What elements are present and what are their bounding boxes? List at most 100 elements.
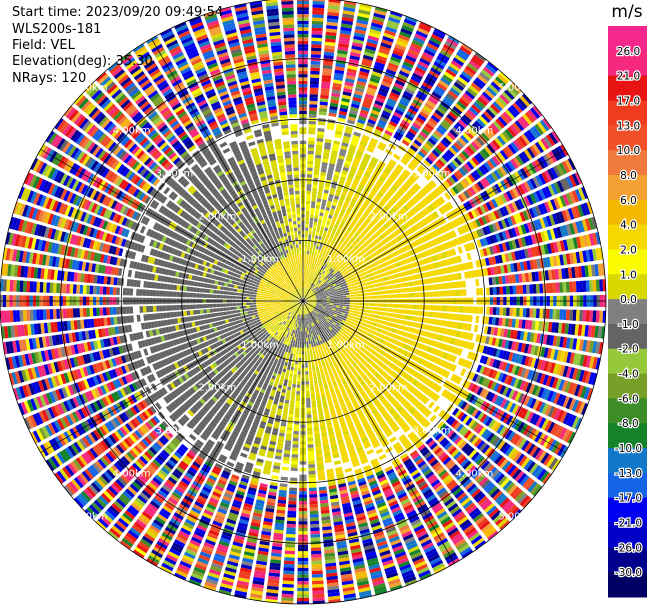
range-gate xyxy=(353,316,358,320)
range-gate xyxy=(416,167,424,175)
ray xyxy=(296,0,310,298)
range-gate xyxy=(498,276,503,285)
range-gate xyxy=(395,202,402,209)
range-gate xyxy=(354,29,366,35)
range-gate xyxy=(503,217,511,228)
range-gate xyxy=(439,156,448,165)
range-gate xyxy=(313,300,317,301)
range-gate xyxy=(335,274,339,278)
range-gate xyxy=(466,233,473,241)
range-gate xyxy=(384,104,394,111)
range-gate xyxy=(374,9,387,16)
range-gate xyxy=(489,141,498,152)
range-gate xyxy=(429,284,433,291)
range-gate xyxy=(467,127,477,137)
range-gate xyxy=(434,262,440,269)
range-gate xyxy=(459,263,464,271)
range-gate xyxy=(481,148,491,158)
range-gate xyxy=(361,177,368,184)
range-gate xyxy=(521,319,526,329)
range-gate xyxy=(303,294,305,298)
range-gate xyxy=(363,99,372,106)
range-gate xyxy=(369,303,374,307)
range-gate xyxy=(548,132,559,145)
range-gate xyxy=(540,346,546,358)
range-gate xyxy=(423,250,429,257)
range-gate xyxy=(382,232,388,238)
range-gate xyxy=(315,248,318,253)
range-gate xyxy=(334,133,342,139)
range-gate xyxy=(305,274,307,278)
range-gate xyxy=(552,335,558,347)
range-gate xyxy=(526,194,534,206)
range-gate xyxy=(349,55,360,61)
range-gate xyxy=(419,310,423,316)
range-gate xyxy=(405,315,409,320)
range-gate xyxy=(308,294,312,297)
range-gate xyxy=(448,249,454,257)
range-gate xyxy=(348,204,354,210)
range-gate xyxy=(443,71,455,81)
range-gate xyxy=(467,323,472,331)
range-gate xyxy=(316,201,321,206)
range-gate xyxy=(585,218,592,231)
range-gate xyxy=(304,287,307,291)
range-gate xyxy=(323,230,328,235)
range-gate xyxy=(348,289,353,293)
range-gate xyxy=(343,283,348,287)
range-gate xyxy=(329,109,338,114)
range-gate xyxy=(426,233,433,240)
range-gate xyxy=(308,289,311,293)
range-gate xyxy=(312,0,325,2)
range-gate xyxy=(321,78,331,83)
range-gate xyxy=(323,189,329,194)
range-gate xyxy=(362,174,370,181)
range-gate xyxy=(439,305,444,312)
range-gate xyxy=(415,310,420,316)
range-gate xyxy=(441,275,446,282)
range-gate xyxy=(305,296,309,299)
range-gate xyxy=(559,179,568,191)
range-gate xyxy=(562,351,569,363)
range-gate xyxy=(339,282,344,286)
range-gate xyxy=(514,120,525,132)
range-gate xyxy=(312,187,318,192)
range-gate xyxy=(390,172,398,179)
range-gate xyxy=(414,280,419,286)
range-gate xyxy=(400,319,405,325)
range-gate xyxy=(307,293,310,296)
range-gate xyxy=(322,244,326,249)
range-gate xyxy=(314,270,318,274)
range-gate xyxy=(311,346,315,351)
range-gate xyxy=(333,272,338,277)
range-gate xyxy=(394,250,400,256)
range-gate xyxy=(447,65,459,75)
range-gate xyxy=(394,318,399,324)
range-gate xyxy=(332,276,337,280)
range-gate xyxy=(489,287,494,295)
range-gate xyxy=(420,244,427,251)
range-gate xyxy=(309,298,314,300)
range-gate xyxy=(387,259,393,265)
range-gate xyxy=(462,331,467,339)
range-gate xyxy=(459,73,471,83)
range-gate xyxy=(479,228,486,237)
range-gate xyxy=(407,177,415,185)
range-gate xyxy=(329,159,336,165)
range-gate xyxy=(309,247,313,252)
range-gate xyxy=(354,87,365,93)
range-gate xyxy=(368,237,374,242)
range-gate xyxy=(432,132,441,141)
range-gate xyxy=(477,96,488,107)
range-gate xyxy=(414,214,421,221)
range-gate xyxy=(429,152,438,160)
range-gate xyxy=(313,269,316,273)
range-gate xyxy=(378,273,383,278)
range-gate xyxy=(325,306,330,309)
range-gate xyxy=(356,80,367,87)
range-gate xyxy=(316,302,320,304)
range-gate xyxy=(450,273,456,281)
range-gate xyxy=(506,329,512,339)
range-gate xyxy=(546,348,553,359)
range-gate xyxy=(365,125,374,131)
